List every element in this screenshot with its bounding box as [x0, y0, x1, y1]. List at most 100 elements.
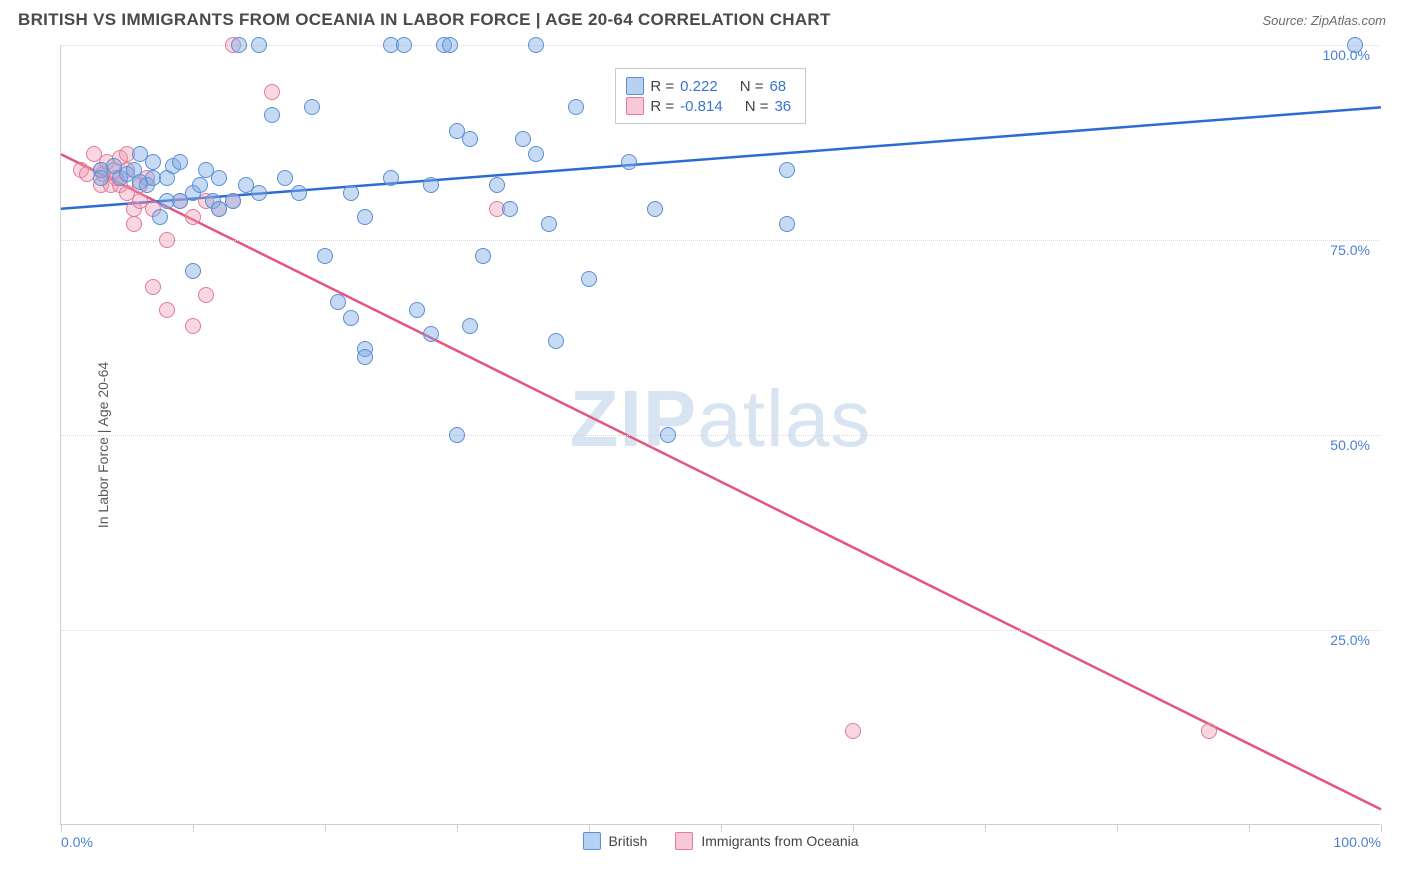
data-point [330, 294, 346, 310]
x-tick [325, 824, 326, 832]
x-tick [589, 824, 590, 832]
data-point [442, 37, 458, 53]
data-point [251, 185, 267, 201]
data-point [145, 154, 161, 170]
stat-label: R = [650, 98, 674, 115]
data-point [462, 318, 478, 334]
x-tick [61, 824, 62, 832]
data-point [185, 263, 201, 279]
x-tick [193, 824, 194, 832]
legend-swatch [675, 832, 693, 850]
data-point [93, 170, 109, 186]
data-point [779, 216, 795, 232]
legend-label: British [608, 833, 647, 849]
data-point [172, 154, 188, 170]
data-point [621, 154, 637, 170]
data-point [317, 248, 333, 264]
data-point [185, 318, 201, 334]
gridline [61, 435, 1380, 436]
bottom-legend: British Immigrants from Oceania [582, 832, 858, 850]
data-point [304, 99, 320, 115]
data-point [264, 107, 280, 123]
x-tick [1381, 824, 1382, 832]
stat-label: R = [650, 78, 674, 95]
y-tick-label: 100.0% [1323, 47, 1370, 63]
data-point [502, 201, 518, 217]
stat-value: -0.814 [680, 98, 723, 115]
y-tick-label: 75.0% [1330, 242, 1370, 258]
data-point [225, 193, 241, 209]
data-point [357, 349, 373, 365]
stat-value: 0.222 [680, 78, 718, 95]
data-point [548, 333, 564, 349]
data-point [291, 185, 307, 201]
data-point [541, 216, 557, 232]
data-point [159, 232, 175, 248]
data-point [449, 427, 465, 443]
chart-container: In Labor Force | Age 20-64 ZIPatlas R =0… [50, 45, 1386, 845]
stat-value: 68 [769, 78, 786, 95]
data-point [383, 170, 399, 186]
data-point [264, 84, 280, 100]
data-point [581, 271, 597, 287]
data-point [198, 287, 214, 303]
data-point [409, 302, 425, 318]
data-point [152, 209, 168, 225]
data-point [845, 723, 861, 739]
x-tick-label: 100.0% [1334, 834, 1381, 850]
legend-stats-row: R = 0.222 N = 68 [626, 77, 791, 95]
data-point [423, 177, 439, 193]
legend-stats-row: R = -0.814 N = 36 [626, 97, 791, 115]
y-tick-label: 50.0% [1330, 437, 1370, 453]
data-point [647, 201, 663, 217]
plot-area: ZIPatlas R =0.222N =68R =-0.814N =36 Bri… [60, 45, 1380, 825]
data-point [159, 302, 175, 318]
x-tick [985, 824, 986, 832]
x-tick [1117, 824, 1118, 832]
data-point [660, 427, 676, 443]
data-point [779, 162, 795, 178]
x-tick-label: 0.0% [61, 834, 93, 850]
stat-value: 36 [774, 98, 791, 115]
x-tick [1249, 824, 1250, 832]
data-point [145, 279, 161, 295]
data-point [462, 131, 478, 147]
data-point [1201, 723, 1217, 739]
data-point [192, 177, 208, 193]
data-point [126, 216, 142, 232]
data-point [251, 37, 267, 53]
stat-label: N = [745, 98, 769, 115]
legend-label: Immigrants from Oceania [701, 833, 858, 849]
x-tick [457, 824, 458, 832]
data-point [423, 326, 439, 342]
data-point [528, 146, 544, 162]
data-point [1347, 37, 1363, 53]
y-tick-label: 25.0% [1330, 632, 1370, 648]
data-point [489, 177, 505, 193]
legend-item: Immigrants from Oceania [675, 832, 858, 850]
gridline [61, 240, 1380, 241]
data-point [568, 99, 584, 115]
data-point [343, 185, 359, 201]
legend-swatch [626, 77, 644, 95]
data-point [515, 131, 531, 147]
legend-stats-box: R =0.222N =68R =-0.814N =36 [615, 68, 806, 124]
data-point [475, 248, 491, 264]
data-point [185, 209, 201, 225]
data-point [528, 37, 544, 53]
gridline [61, 630, 1380, 631]
chart-title: BRITISH VS IMMIGRANTS FROM OCEANIA IN LA… [18, 10, 831, 30]
legend-swatch [626, 97, 644, 115]
data-point [231, 37, 247, 53]
legend-swatch [582, 832, 600, 850]
x-tick [853, 824, 854, 832]
data-point [277, 170, 293, 186]
data-point [357, 209, 373, 225]
legend-item: British [582, 832, 647, 850]
data-point [211, 170, 227, 186]
data-point [343, 310, 359, 326]
stat-label: N = [740, 78, 764, 95]
x-tick [721, 824, 722, 832]
chart-source: Source: ZipAtlas.com [1262, 13, 1386, 28]
data-point [396, 37, 412, 53]
